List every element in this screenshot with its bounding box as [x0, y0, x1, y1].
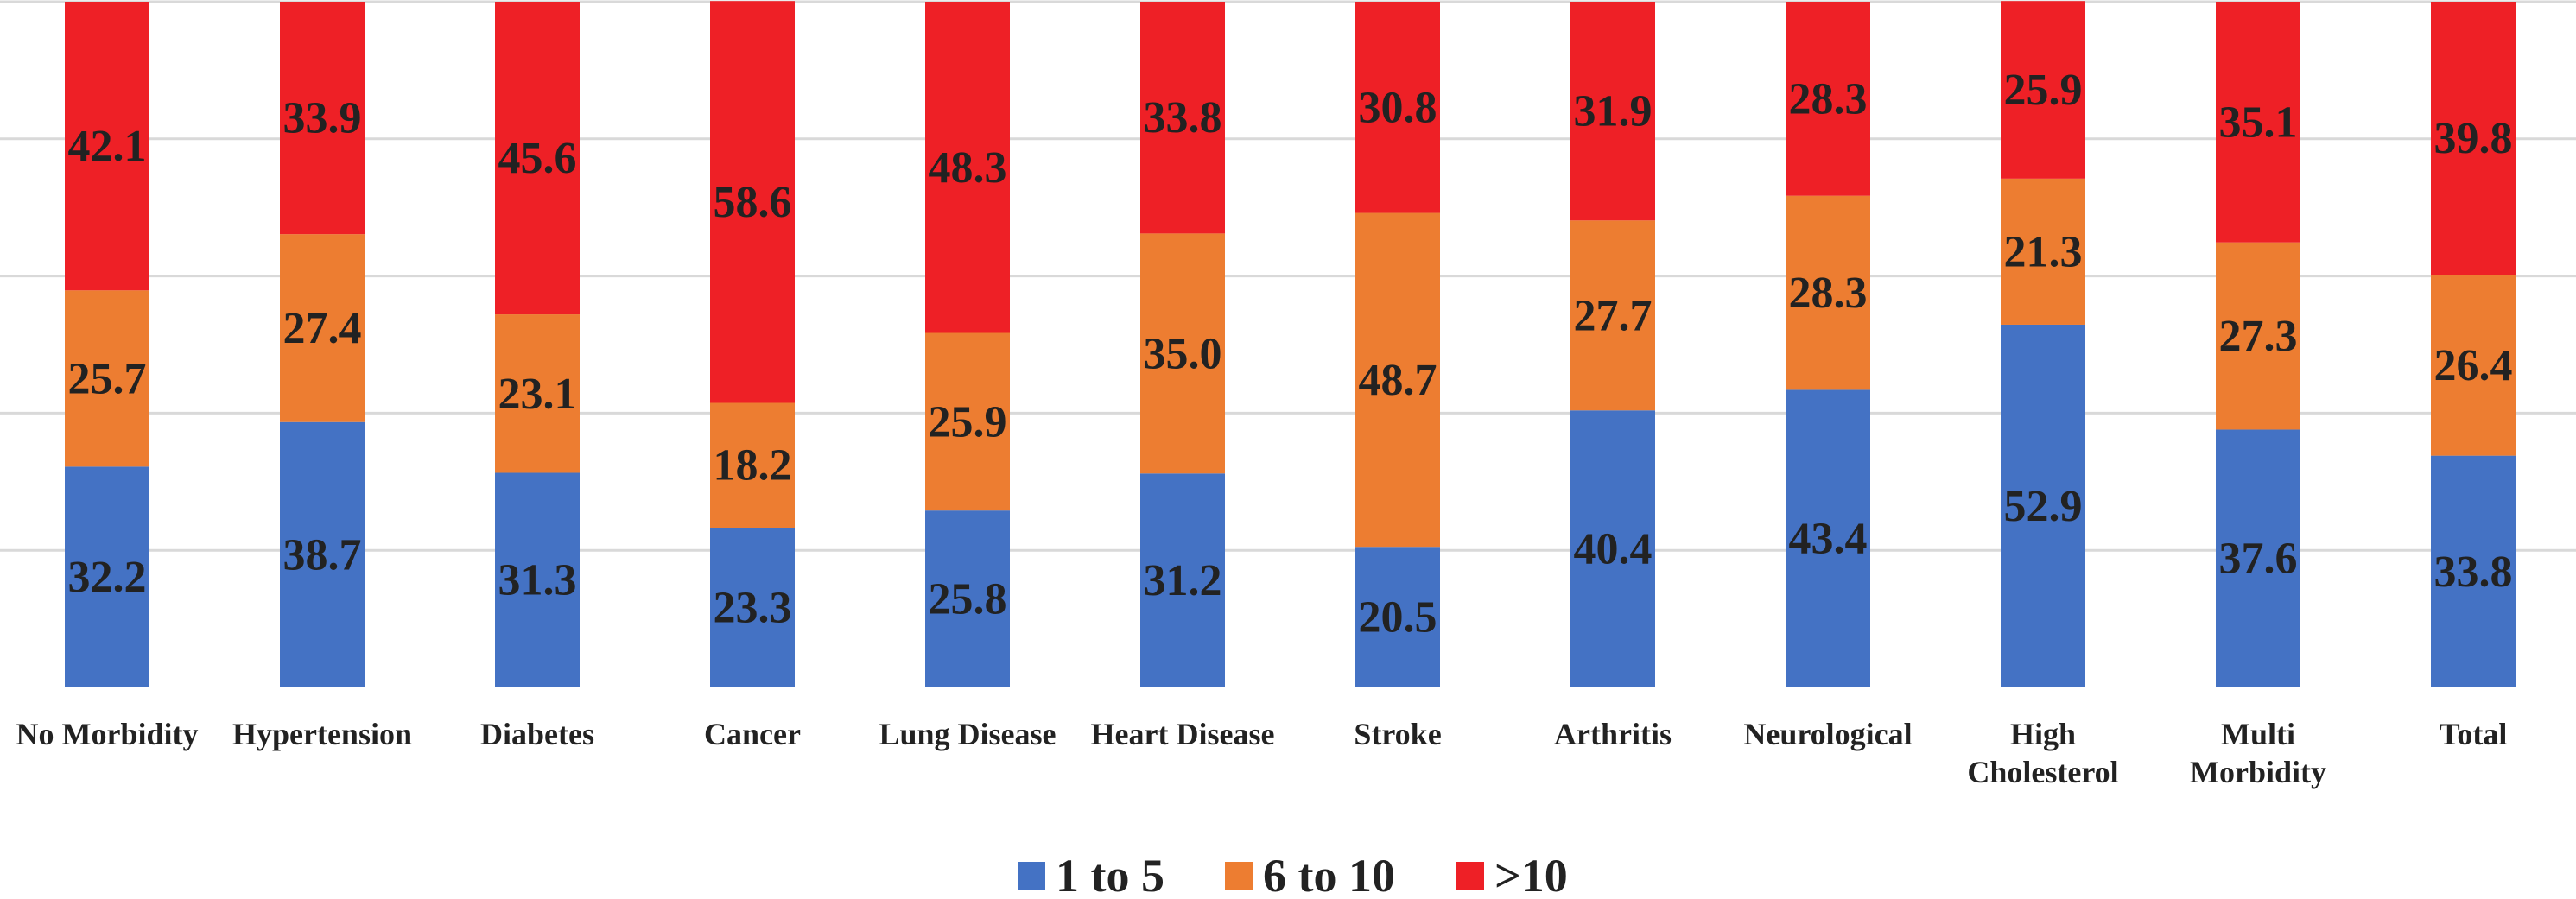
bar-segment-6-to-10 — [1355, 212, 1440, 548]
data-label: 21.3 — [2004, 227, 2083, 276]
data-label: 45.6 — [498, 134, 577, 183]
bar-segment-over-10 — [2431, 2, 2516, 275]
legend-label-6-to-10: 6 to 10 — [1263, 850, 1395, 899]
data-label: 28.3 — [1789, 269, 1868, 318]
data-label: 30.8 — [1359, 83, 1437, 132]
bar-segment-1-to-5 — [2216, 429, 2300, 687]
data-label: 26.4 — [2434, 341, 2513, 390]
bar-segment-1-to-5 — [1140, 473, 1225, 687]
data-label: 25.8 — [929, 575, 1007, 624]
bar-segment-1-to-5 — [2431, 455, 2516, 687]
category-label: Neurological — [1743, 717, 1912, 751]
legend-label-over-10: >10 — [1494, 850, 1568, 899]
data-label: 31.3 — [498, 556, 577, 605]
bar-segment-over-10 — [495, 2, 580, 315]
bar-segment-6-to-10 — [2431, 275, 2516, 456]
category-label: Cancer — [704, 717, 801, 751]
data-label: 58.6 — [714, 178, 792, 227]
bar-segment-1-to-5 — [1355, 547, 1440, 687]
legend-swatch-over-10 — [1456, 862, 1484, 890]
data-label: 40.4 — [1574, 525, 1653, 574]
data-label: 31.9 — [1574, 87, 1653, 136]
legend-swatch-6-to-10 — [1225, 862, 1253, 890]
legend-label-1-to-5: 1 to 5 — [1056, 850, 1164, 899]
category-label: Total — [2440, 717, 2508, 751]
data-label: 43.4 — [1789, 515, 1868, 564]
bar-segment-1-to-5 — [495, 472, 580, 687]
bar-segment-6-to-10 — [65, 290, 149, 467]
data-label: 35.0 — [1144, 329, 1222, 378]
data-label: 25.9 — [2004, 66, 2083, 115]
bar-segment-1-to-5 — [710, 527, 795, 687]
data-label: 37.6 — [2219, 535, 2298, 584]
bar-segment-6-to-10 — [1786, 195, 1870, 390]
legend: 1 to 5 6 to 10 >10 — [1018, 850, 1568, 899]
bar-segment-1-to-5 — [925, 510, 1010, 687]
category-label: Arthritis — [1554, 717, 1672, 751]
bar-segment-1-to-5 — [2001, 324, 2085, 687]
data-label: 42.1 — [68, 122, 147, 171]
data-label: 31.2 — [1144, 556, 1222, 605]
bar-segment-over-10 — [2001, 1, 2085, 179]
legend-swatch-1-to-5 — [1018, 862, 1045, 890]
data-label: 27.7 — [1574, 291, 1653, 340]
data-label: 39.8 — [2434, 114, 2513, 163]
bar-segment-6-to-10 — [280, 234, 365, 422]
bar-segment-over-10 — [1786, 2, 1870, 196]
bar-segment-1-to-5 — [65, 466, 149, 687]
bar-segment-1-to-5 — [1570, 410, 1655, 687]
bar-segment-over-10 — [710, 1, 795, 403]
category-label: Lung Disease — [879, 717, 1056, 751]
bar-segment-6-to-10 — [1140, 233, 1225, 474]
category-label: Heart Disease — [1091, 717, 1275, 751]
bar-segment-over-10 — [1570, 2, 1655, 221]
data-label: 33.8 — [2434, 548, 2513, 597]
data-label: 20.5 — [1359, 593, 1437, 643]
bar-segment-over-10 — [1355, 2, 1440, 213]
bar-area: 32.2 25.7 42.1 38.7 27.4 33.9 31.3 23.1 45.6 23.3… — [65, 1, 2516, 687]
data-label: 33.8 — [1144, 93, 1222, 142]
bar-segment-6-to-10 — [495, 314, 580, 473]
bar-segment-6-to-10 — [2001, 178, 2085, 325]
category-label: Diabetes — [480, 717, 594, 751]
data-label: 25.9 — [929, 397, 1007, 446]
data-label: 33.9 — [283, 94, 362, 143]
data-label: 32.2 — [68, 553, 147, 602]
data-label: 48.7 — [1359, 356, 1437, 405]
bar-segment-6-to-10 — [925, 332, 1010, 511]
bar-segment-6-to-10 — [1570, 220, 1655, 411]
category-label: Stroke — [1354, 717, 1441, 751]
data-label: 35.1 — [2219, 98, 2298, 147]
bar-segment-over-10 — [925, 2, 1010, 333]
bar-segment-over-10 — [280, 2, 365, 235]
data-label: 52.9 — [2004, 482, 2083, 531]
bar-segment-over-10 — [1140, 2, 1225, 234]
data-label: 38.7 — [283, 530, 362, 579]
gridlines — [0, 0, 2576, 552]
data-label: 27.3 — [2219, 312, 2298, 361]
bar-segment-1-to-5 — [1786, 389, 1870, 687]
data-label: 25.7 — [68, 354, 147, 403]
data-label: 18.2 — [714, 441, 792, 491]
bar-segment-6-to-10 — [710, 402, 795, 528]
data-label: 27.4 — [283, 304, 362, 353]
category-label: High Cholesterol — [1967, 717, 2118, 789]
data-label: 23.3 — [714, 583, 792, 632]
bar-segment-6-to-10 — [2216, 242, 2300, 430]
bar-segment-1-to-5 — [280, 421, 365, 687]
data-label: 23.1 — [498, 370, 577, 419]
data-label: 48.3 — [929, 143, 1007, 193]
category-label: No Morbidity — [16, 717, 199, 751]
category-label: Multi Morbidity — [2190, 717, 2326, 789]
bar-segment-over-10 — [65, 2, 149, 291]
data-label: 28.3 — [1789, 74, 1868, 123]
bar-segment-over-10 — [2216, 2, 2300, 243]
category-axis: No Morbidity Hypertension Diabetes Cancer Lu… — [16, 717, 2508, 789]
category-label: Hypertension — [232, 717, 412, 751]
